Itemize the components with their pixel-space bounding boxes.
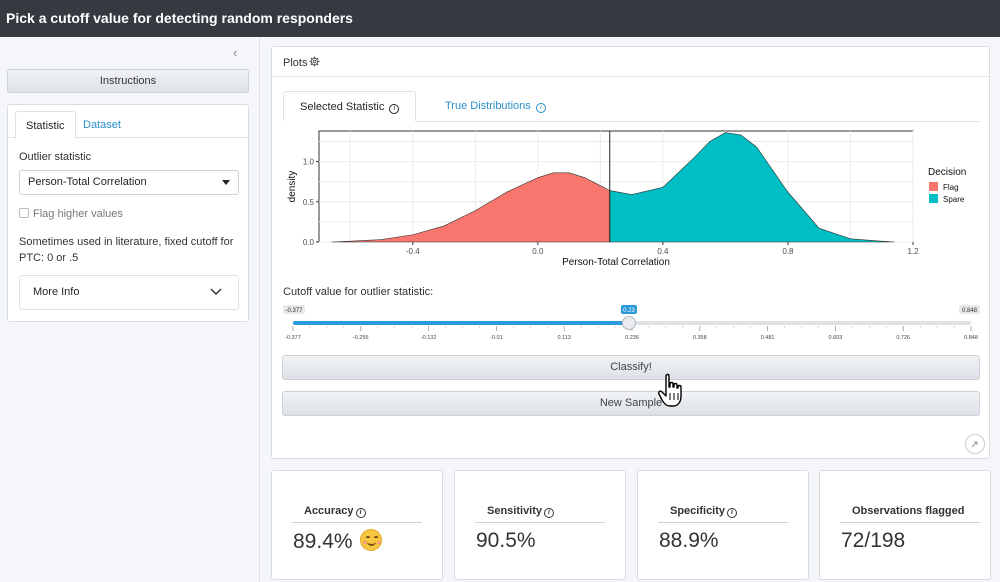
x-tick-label: 0.4 <box>657 247 669 256</box>
cutoff-slider[interactable]: -0.377 0.848 0.23 -0.377 -0.255 -0.132 -0.01 0.… <box>282 302 982 344</box>
tab-statistic[interactable]: Statistic <box>15 111 76 139</box>
literature-note: Sometimes used in literature, fixed cuto… <box>19 236 234 264</box>
density-chart: -0.4 0.0 0.4 0.8 1.2 0.0 0.5 1.0 Person-Total Co… <box>287 130 966 268</box>
flag-higher-label: Flag higher values <box>33 208 123 220</box>
outlier-statistic-label: Outlier statistic <box>19 151 92 163</box>
slider-tick-label: 0.236 <box>625 335 639 341</box>
slider-fill <box>293 321 629 325</box>
app-header: Pick a cutoff value for detecting random… <box>0 0 1000 37</box>
slider-value-label: 0.23 <box>623 308 635 314</box>
app-title: Pick a cutoff value for detecting random… <box>6 10 353 26</box>
tab-selected-statistic[interactable]: Selected Statistic i <box>283 91 417 122</box>
caret-down-icon <box>222 180 230 185</box>
metric-card-specificity: Specificity i 88.9% <box>637 470 809 580</box>
slider-max-label: 0.848 <box>962 308 978 314</box>
x-tick-label: 1.2 <box>907 247 919 256</box>
pointer-hand-icon <box>658 373 682 407</box>
metric-title: Specificity i <box>658 499 788 523</box>
gear-icon[interactable] <box>309 56 320 67</box>
slider-handle[interactable] <box>621 316 636 330</box>
info-icon: i <box>389 104 400 114</box>
legend-key-flag <box>929 182 938 191</box>
metric-title: Accuracy i <box>292 499 422 523</box>
plots-card: Plots Selected Statistic i True Distribu… <box>271 46 990 459</box>
legend-key-spare <box>929 194 938 203</box>
y-tick-label: 1.0 <box>303 158 315 167</box>
classify-button[interactable]: Classify! <box>282 355 980 380</box>
flag-higher-checkbox[interactable] <box>19 208 29 218</box>
tab-true-distributions[interactable]: True Distributions i <box>429 91 562 122</box>
x-tick-label: 0.8 <box>782 247 794 256</box>
legend-title: Decision <box>928 167 966 178</box>
metric-card-observations-flagged: Observations flagged 72/198 <box>819 470 991 580</box>
metric-value: 88.9% <box>659 529 719 552</box>
sidebar: ‹ Instructions Statistic Dataset Outlier… <box>0 37 260 582</box>
slider-tick-label: 0.481 <box>761 335 775 341</box>
x-tick-label: 0.0 <box>532 247 544 256</box>
slider-tick-label: 0.848 <box>964 335 978 341</box>
slider-min-label: -0.377 <box>285 308 303 314</box>
slider-tick-label: 0.726 <box>896 335 910 341</box>
slider-tick-label: 0.603 <box>829 335 843 341</box>
chevron-down-icon <box>210 288 222 296</box>
select-value: Person-Total Correlation <box>28 176 147 188</box>
slider-tick-label: 0.358 <box>693 335 707 341</box>
slider-max-badge <box>959 305 980 314</box>
y-axis-label: density <box>287 171 298 203</box>
cutoff-label: Cutoff value for outlier statistic: <box>283 286 434 298</box>
new-sample-button[interactable]: New Sample <box>282 391 980 416</box>
y-tick-label: 0.0 <box>303 238 315 247</box>
tabs-divider <box>283 121 980 122</box>
slider-tick-label: -0.377 <box>285 335 301 341</box>
plots-title: Plots <box>283 57 308 69</box>
collapse-sidebar-icon[interactable]: ‹ <box>233 45 238 60</box>
metric-value: 72/198 <box>841 529 906 552</box>
instructions-button[interactable]: Instructions <box>7 69 249 93</box>
tab-label: Selected Statistic <box>300 101 385 113</box>
slider-tick-label: 0.113 <box>558 335 571 341</box>
flag-higher-row[interactable]: Flag higher values <box>19 208 123 220</box>
metric-title: Observations flagged <box>840 499 980 523</box>
legend-label: Spare <box>943 195 965 204</box>
slider-tick-label: -0.255 <box>353 335 369 341</box>
more-info-label: More Info <box>33 286 80 298</box>
metric-title-text: Accuracy <box>304 505 354 517</box>
metric-value: 90.5% <box>476 529 536 552</box>
y-tick-label: 0.5 <box>303 198 315 207</box>
metric-title: Sensitivity i <box>475 499 605 523</box>
metric-value-text: 89.4% <box>293 530 353 553</box>
settings-tabs: Statistic Dataset <box>8 105 248 139</box>
metric-value: 89.4% <box>293 529 382 554</box>
settings-card: Statistic Dataset Outlier statistic Pers… <box>7 104 249 322</box>
slider-min-badge <box>283 305 305 314</box>
slider-value-badge <box>620 305 637 314</box>
info-icon[interactable]: i <box>355 508 366 518</box>
x-tick-label: -0.4 <box>406 247 420 256</box>
density-area-flag <box>331 172 611 243</box>
slider-tick-label: -0.01 <box>490 335 503 341</box>
smiling-face-icon <box>359 529 382 551</box>
expand-icon[interactable] <box>965 434 985 454</box>
metric-title-text: Observations flagged <box>852 505 965 517</box>
outlier-statistic-select[interactable]: Person-Total Correlation <box>19 170 239 195</box>
tab-dataset[interactable]: Dataset <box>83 119 121 131</box>
tab-label: True Distributions <box>445 100 531 112</box>
slider-tick-label: -0.132 <box>421 335 437 341</box>
more-info-accordion[interactable]: More Info <box>19 275 239 310</box>
info-icon[interactable]: i <box>727 508 738 518</box>
plots-header: Plots <box>272 47 989 77</box>
legend-label: Flag <box>943 183 959 192</box>
metric-title-text: Specificity <box>670 505 726 517</box>
info-icon[interactable]: i <box>544 508 555 518</box>
metric-card-sensitivity: Sensitivity i 90.5% <box>454 470 626 580</box>
density-area-spare <box>609 132 895 243</box>
metric-title-text: Sensitivity <box>487 505 543 517</box>
metric-card-accuracy: Accuracy i 89.4% <box>271 470 443 580</box>
info-icon: i <box>535 103 546 113</box>
x-axis-label: Person-Total Correlation <box>562 257 670 268</box>
